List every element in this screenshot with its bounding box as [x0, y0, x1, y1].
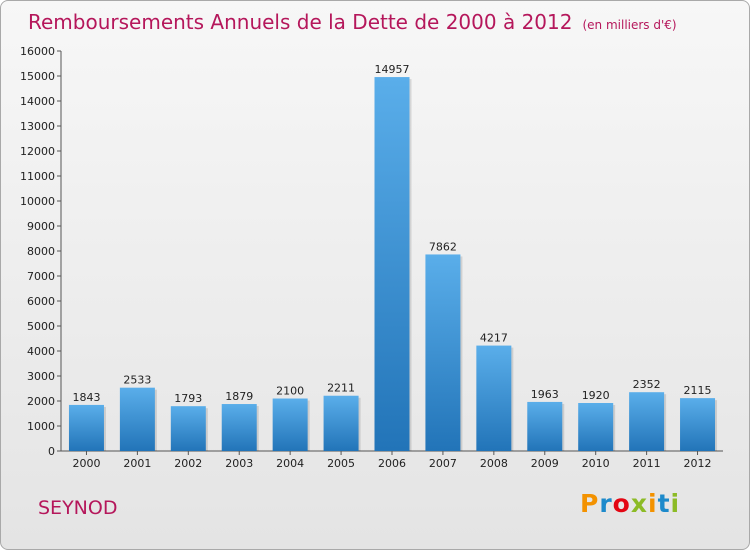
y-tick-label: 16000 [20, 45, 55, 58]
x-tick-label: 2000 [72, 457, 100, 470]
bar-2005 [323, 395, 359, 451]
data-label-2002: 1793 [174, 392, 202, 405]
data-label-2001: 2533 [123, 374, 151, 387]
y-tick-label: 6000 [27, 295, 55, 308]
data-label-2007: 7862 [429, 240, 457, 253]
bar-2009 [527, 401, 563, 451]
x-tick-label: 2006 [378, 457, 406, 470]
data-label-2009: 1963 [531, 388, 559, 401]
logo-letter: i [670, 489, 681, 518]
y-tick-label: 5000 [27, 320, 55, 333]
bar-2001 [119, 387, 155, 451]
logo-letter: P [580, 489, 600, 518]
bar-2000 [68, 404, 104, 451]
y-tick-label: 0 [48, 445, 55, 458]
data-label-2000: 1843 [72, 391, 100, 404]
logo-letter: i [648, 489, 658, 518]
chart-title-text: Remboursements Annuels de la Dette de 20… [28, 10, 573, 34]
y-tick-label: 15000 [20, 70, 55, 83]
x-tick-label: 2009 [531, 457, 559, 470]
chart-title: Remboursements Annuels de la Dette de 20… [28, 10, 677, 34]
x-tick-label: 2007 [429, 457, 457, 470]
place-name: SEYNOD [38, 497, 118, 519]
y-tick-label: 4000 [27, 345, 55, 358]
y-tick-label: 10000 [20, 195, 55, 208]
logo-letter: t [657, 489, 671, 518]
data-label-2011: 2352 [633, 378, 661, 391]
data-label-2006: 14957 [375, 63, 410, 76]
y-tick-label: 8000 [27, 245, 55, 258]
chart-axes: 0 1000 2000 3000 4000 5000 6000 7000 8000 9000 100… [20, 45, 723, 470]
proxiti-logo: Proxiti [580, 489, 680, 518]
data-label-2003: 1879 [225, 390, 253, 403]
chart-subtitle: (en milliers d'€) [582, 18, 677, 32]
bar-2002 [170, 406, 206, 451]
x-tick-label: 2012 [684, 457, 712, 470]
y-tick-label: 1000 [27, 420, 55, 433]
logo-letter: r [599, 489, 613, 518]
bar-2008 [476, 345, 512, 451]
bar-2012 [680, 398, 716, 451]
bar-2004 [272, 398, 308, 451]
data-label-2010: 1920 [582, 389, 610, 402]
data-label-2004: 2100 [276, 385, 304, 398]
bar-2006 [374, 77, 410, 451]
y-tick-label: 14000 [20, 95, 55, 108]
y-tick-label: 13000 [20, 120, 55, 133]
x-tick-label: 2001 [123, 457, 151, 470]
bar-2010 [578, 403, 614, 451]
x-tick-label: 2011 [633, 457, 661, 470]
data-label-2005: 2211 [327, 382, 355, 395]
chart-data-labels: 1843 2533 1793 1879 2100 2211 14957 7862 4217 196… [72, 63, 711, 405]
x-tick-label: 2002 [174, 457, 202, 470]
y-tick-label: 12000 [20, 145, 55, 158]
x-tick-label: 2008 [480, 457, 508, 470]
bar-2003 [221, 404, 257, 451]
x-tick-label: 2004 [276, 457, 304, 470]
bar-2007 [425, 254, 461, 451]
x-tick-label: 2010 [582, 457, 610, 470]
logo-letter: o [612, 489, 631, 518]
y-tick-label: 7000 [27, 270, 55, 283]
data-label-2012: 2115 [684, 384, 712, 397]
data-label-2008: 4217 [480, 332, 508, 345]
bar-2011 [629, 392, 665, 451]
x-tick-label: 2003 [225, 457, 253, 470]
chart-bars [68, 77, 718, 451]
y-tick-label: 2000 [27, 395, 55, 408]
x-tick-label: 2005 [327, 457, 355, 470]
y-tick-label: 11000 [20, 170, 55, 183]
logo-letter: x [630, 489, 648, 518]
y-tick-label: 3000 [27, 370, 55, 383]
y-tick-label: 9000 [27, 220, 55, 233]
